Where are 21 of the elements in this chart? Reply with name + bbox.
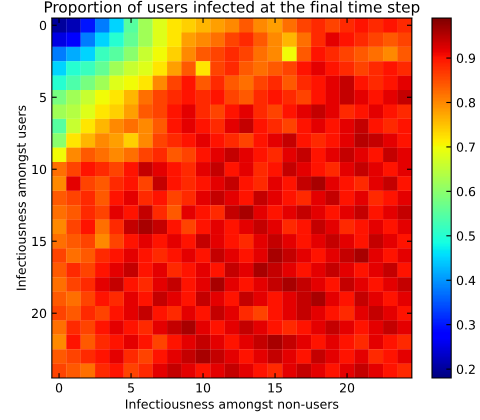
- color-bar-label: 0.7: [456, 142, 475, 152]
- y-tick-label: 0: [40, 20, 46, 30]
- color-bar-label: 0.3: [456, 320, 475, 330]
- y-tick-label: 5: [40, 92, 46, 102]
- chart-title: Proportion of users infected at the final time step: [44, 0, 420, 16]
- x-tick-label: 20: [340, 383, 354, 393]
- x-axis-title: Infectiousness amongst non-users: [126, 399, 338, 412]
- color-bar-label: 0.9: [456, 54, 476, 63]
- y-tick-label: 15: [32, 236, 46, 246]
- color-bar-label: 0.2: [456, 364, 475, 374]
- color-bar-label: 0.6: [456, 186, 476, 196]
- color-bar-label: 0.4: [456, 276, 476, 286]
- y-tick-label: 10: [32, 164, 46, 174]
- x-tick-label: 10: [196, 383, 210, 393]
- color-bar-label: 0.5: [456, 231, 475, 241]
- x-tick-label: 0: [56, 383, 62, 393]
- y-axis-title: Infectiousness amongst users: [16, 106, 28, 290]
- y-tick-label: 20: [32, 308, 46, 318]
- x-tick-label: 5: [128, 383, 134, 393]
- color-bar-label: 0.8: [456, 98, 476, 108]
- x-tick-label: 15: [268, 383, 282, 393]
